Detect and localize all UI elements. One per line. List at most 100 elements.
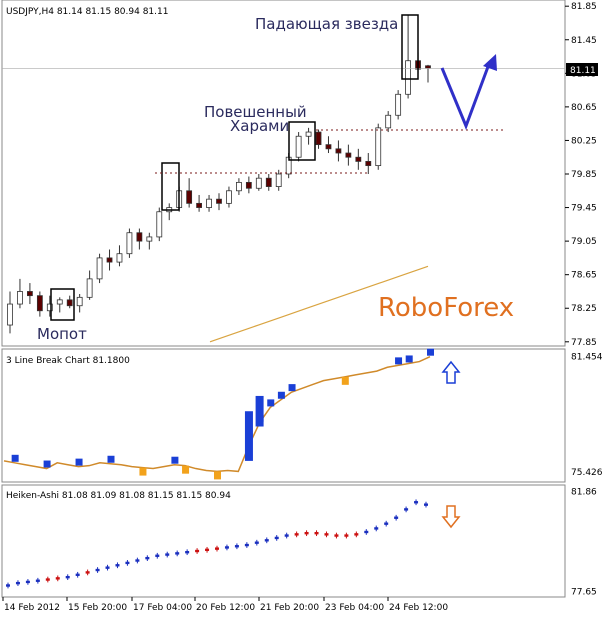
main-candles [2, 14, 565, 343]
heikin-body [274, 536, 279, 540]
candle-body [116, 253, 123, 263]
heikin-body [55, 577, 60, 580]
main-y-tick-label: 78.25 [571, 304, 597, 314]
candle-body [76, 296, 83, 307]
candle-body [186, 190, 193, 204]
heikin-body [185, 551, 190, 554]
linebreak-y-tick-label: 81.454 [571, 353, 603, 363]
candle-body [295, 135, 302, 158]
candle-body [265, 177, 272, 187]
linebreak-up-box [171, 456, 179, 464]
linebreak-up-box [11, 454, 19, 462]
x-tick-label: 23 Feb 04:00 [325, 603, 384, 613]
x-tick-label: 15 Feb 20:00 [68, 603, 127, 613]
candle-body [275, 173, 282, 187]
candle-body [96, 257, 103, 280]
current-price-label-bg [566, 63, 598, 76]
heikin-body [65, 575, 70, 579]
heikin-body [115, 564, 120, 567]
heikin-body [284, 534, 289, 537]
candle-body [56, 299, 63, 305]
x-tick-label: 21 Feb 20:00 [260, 603, 319, 613]
heikin-body [424, 503, 428, 506]
main-y-tick-label: 79.85 [571, 170, 597, 180]
candle-body [375, 127, 382, 167]
candle-body [305, 131, 312, 137]
heikin-body [244, 543, 249, 547]
linebreak-up-box [107, 455, 115, 463]
candle-body [365, 161, 372, 167]
x-tick-label: 24 Feb 12:00 [389, 603, 448, 613]
heikin-body [354, 533, 359, 536]
candle-body [315, 131, 322, 146]
heikin-body [314, 531, 319, 535]
current-price-label: 81.11 [570, 66, 596, 76]
heikin-body [215, 547, 219, 550]
candle-body [156, 211, 163, 238]
heikin-body [25, 580, 30, 584]
linebreak-up-box [395, 357, 403, 365]
up-arrow-icon [441, 360, 461, 384]
candle-body [345, 152, 352, 158]
candle-body [196, 202, 202, 208]
x-tick-label: 17 Feb 04:00 [133, 603, 192, 613]
heikin-y-tick-label: 81.86 [571, 487, 597, 497]
heikin-body [364, 530, 369, 534]
linebreak-y-tick-label: 75.426 [571, 468, 603, 478]
heikin-body [85, 571, 90, 574]
candle-body [236, 181, 242, 192]
heikin-body [234, 545, 239, 548]
heikin-body [75, 573, 80, 576]
annotation-hammer: Мопот [37, 325, 87, 343]
heikin-body [155, 554, 160, 557]
linebreak-up-box [288, 384, 296, 392]
candle-body [385, 114, 392, 129]
heikin-body [125, 561, 130, 565]
forecast-arrow [440, 63, 491, 131]
heikin-body [15, 581, 20, 585]
heikin-body [45, 578, 50, 581]
price-axes: 81.8581.4581.0580.6580.2579.8579.4579.05… [565, 2, 603, 597]
main-y-tick-label: 80.25 [571, 136, 597, 146]
linebreak-up-box [405, 355, 413, 363]
candle-body [395, 93, 402, 116]
linebreak-down-box [214, 471, 221, 480]
linebreak-up-box [267, 399, 275, 407]
moving-average-line [209, 265, 429, 343]
hammer-box [50, 288, 75, 321]
candle-body [66, 299, 73, 307]
main-y-tick-label: 81.85 [571, 2, 597, 12]
candle-body [325, 144, 332, 150]
x-tick-label: 20 Feb 12:00 [196, 603, 255, 613]
down-arrow-icon [441, 505, 461, 529]
main-panel-frame [1, 0, 566, 347]
linebreak-series [3, 348, 434, 480]
heikin-body [165, 553, 170, 556]
candle-body [7, 303, 13, 326]
candle-body [126, 232, 133, 255]
candle-body [226, 190, 232, 204]
main-y-tick-label: 78.65 [571, 271, 597, 281]
heikin-title: Heiken-Ashi 81.08 81.09 81.08 81.15 81.1… [6, 491, 231, 501]
candle-body [245, 181, 252, 189]
linebreak-down-box [341, 376, 349, 385]
linebreak-up-box [277, 391, 285, 399]
candle-body [255, 177, 262, 189]
heikin-body [324, 533, 329, 536]
candle-body [355, 156, 362, 162]
heikin-body [404, 508, 409, 511]
heikin-body [105, 566, 110, 569]
main-y-tick-label: 81.45 [571, 36, 597, 46]
heikin-body [344, 534, 349, 537]
main-y-tick-label: 79.45 [571, 204, 597, 214]
hanging-man-box [161, 162, 180, 211]
linebreak-down-box [182, 465, 190, 474]
heikin-body [224, 546, 229, 549]
x-tick-label: 14 Feb 2012 [4, 603, 60, 613]
heikin-body [304, 531, 309, 535]
heikin-y-tick-label: 77.65 [571, 587, 597, 597]
candle-body [146, 236, 153, 242]
main-y-tick-label: 80.65 [571, 103, 597, 113]
candle-body [27, 291, 33, 297]
